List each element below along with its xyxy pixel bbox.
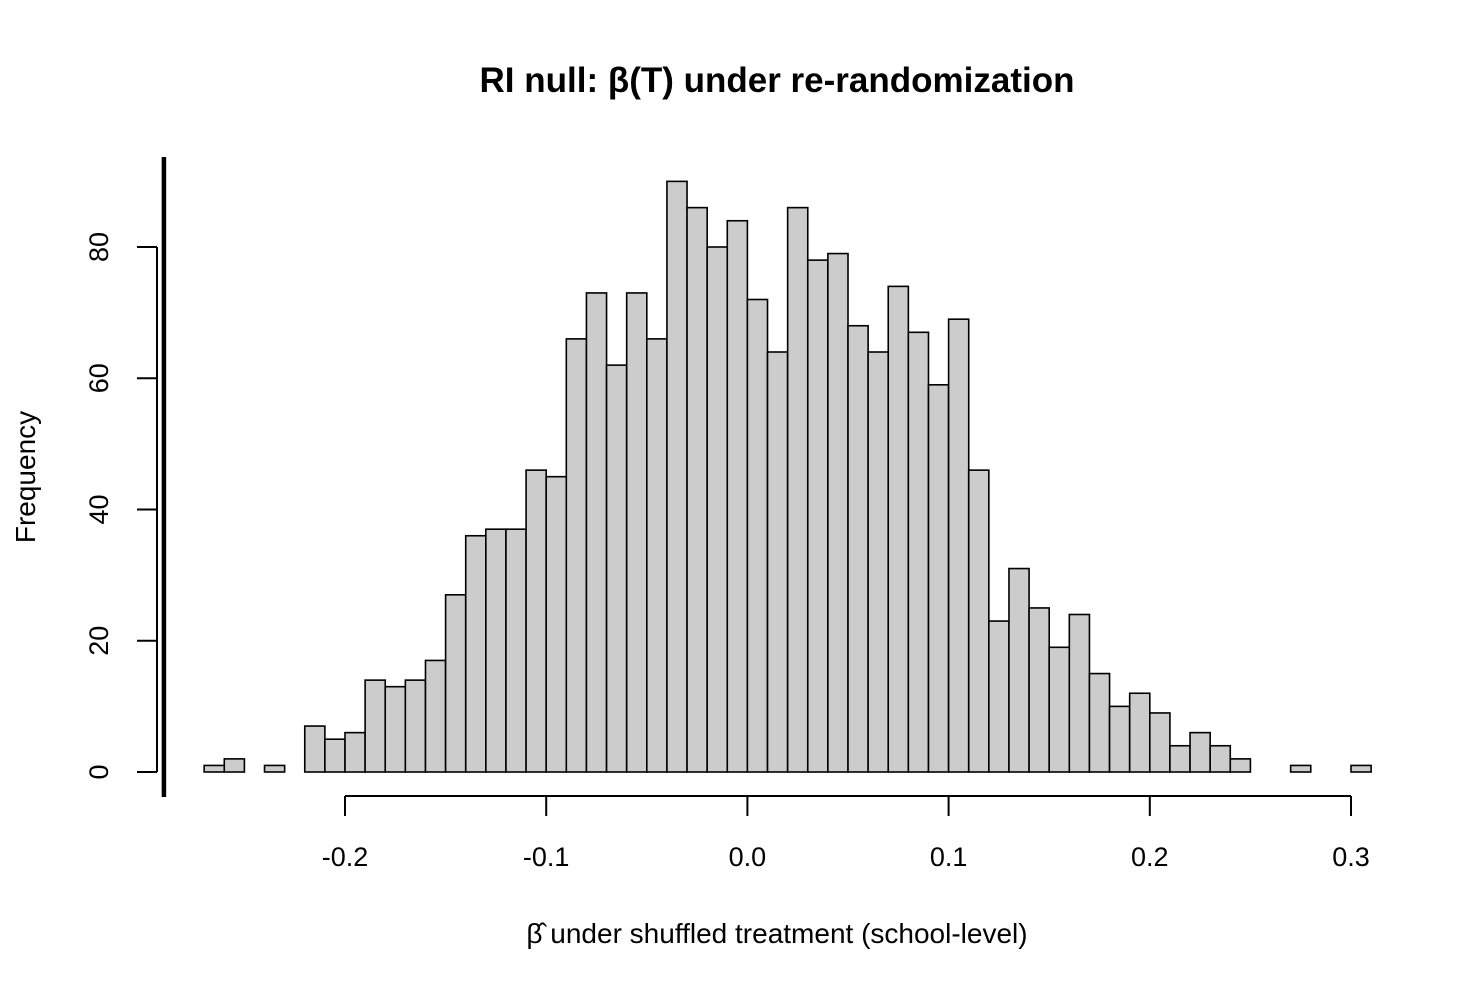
- histogram-bar: [1068, 613, 1091, 773]
- histogram-bar: [1008, 567, 1030, 773]
- histogram-bar: [324, 738, 346, 773]
- histogram-bar: [223, 758, 246, 773]
- histogram-bar: [404, 679, 427, 773]
- histogram-bar: [746, 298, 769, 773]
- histogram-bar: [1229, 758, 1252, 773]
- x-tick-label: 0.1: [930, 842, 968, 872]
- y-tick-label: 60: [84, 363, 114, 393]
- y-tick-label: 80: [84, 232, 114, 262]
- chart-title: RI null: β(T) under re-randomization: [480, 61, 1075, 100]
- histogram-bar: [786, 206, 809, 773]
- histogram-bar: [726, 219, 749, 773]
- histogram-bar: [565, 338, 588, 773]
- y-tick-label: 20: [84, 626, 114, 656]
- histogram-bar: [585, 292, 608, 773]
- histogram-bar: [1350, 764, 1372, 773]
- histogram-bar: [887, 285, 910, 773]
- y-tick-label: 0: [84, 764, 114, 779]
- histogram-bar: [525, 469, 548, 773]
- histogram-bar: [907, 331, 930, 773]
- histogram-bar: [1289, 764, 1312, 773]
- histogram-bar: [485, 528, 507, 773]
- histogram-bar: [988, 620, 1010, 773]
- histogram-bar: [1209, 744, 1232, 773]
- histogram-bar: [1088, 672, 1111, 773]
- histogram-bar: [344, 731, 366, 773]
- histogram-bar: [686, 206, 708, 773]
- histogram-bar: [1048, 646, 1071, 773]
- histogram-bar: [444, 594, 467, 773]
- histogram-bar: [303, 725, 326, 773]
- histogram-bar: [766, 351, 789, 773]
- histogram-bar: [867, 351, 890, 773]
- histogram-bar: [505, 528, 527, 773]
- histogram-bar: [263, 764, 286, 773]
- histogram-bar: [384, 685, 407, 773]
- histogram-bar: [545, 475, 568, 773]
- histogram-bar: [1128, 692, 1151, 773]
- histogram-bar: [666, 180, 688, 773]
- histogram-bar: [364, 679, 387, 773]
- histogram-bar: [827, 252, 849, 773]
- x-tick-label: -0.1: [523, 842, 570, 872]
- histogram-bar: [1189, 731, 1211, 773]
- histogram-bar: [806, 259, 829, 773]
- histogram-bar: [706, 246, 729, 773]
- histogram-bar: [967, 469, 990, 773]
- histogram-bar: [625, 292, 648, 773]
- histogram-bar: [645, 338, 668, 773]
- histogram-bar: [927, 384, 950, 773]
- x-axis: -0.2 -0.1 0.0 0.1 0.2 0.3: [322, 795, 1370, 872]
- x-tick-label: 0.0: [729, 842, 767, 872]
- x-tick-label: -0.2: [322, 842, 369, 872]
- histogram-bar: [1108, 705, 1131, 773]
- histogram-bar: [1169, 744, 1191, 773]
- y-tick-label: 40: [84, 494, 114, 524]
- histogram-bars: [203, 180, 1372, 773]
- histogram-bar: [947, 318, 970, 773]
- histogram-bar: [203, 764, 226, 773]
- histogram-bar: [1028, 607, 1050, 773]
- x-tick-label: 0.3: [1332, 842, 1370, 872]
- x-tick-label: 0.2: [1131, 842, 1169, 872]
- histogram-bar: [1149, 712, 1171, 773]
- histogram-bar: [847, 324, 869, 773]
- x-axis-label: β̂ under shuffled treatment (school-leve…: [526, 918, 1027, 949]
- histogram-bar: [424, 659, 447, 773]
- y-axis-label: Frequency: [10, 411, 41, 543]
- y-axis: 0 20 40 60 80: [84, 232, 158, 780]
- histogram-bar: [464, 534, 487, 773]
- histogram-bar: [605, 364, 628, 773]
